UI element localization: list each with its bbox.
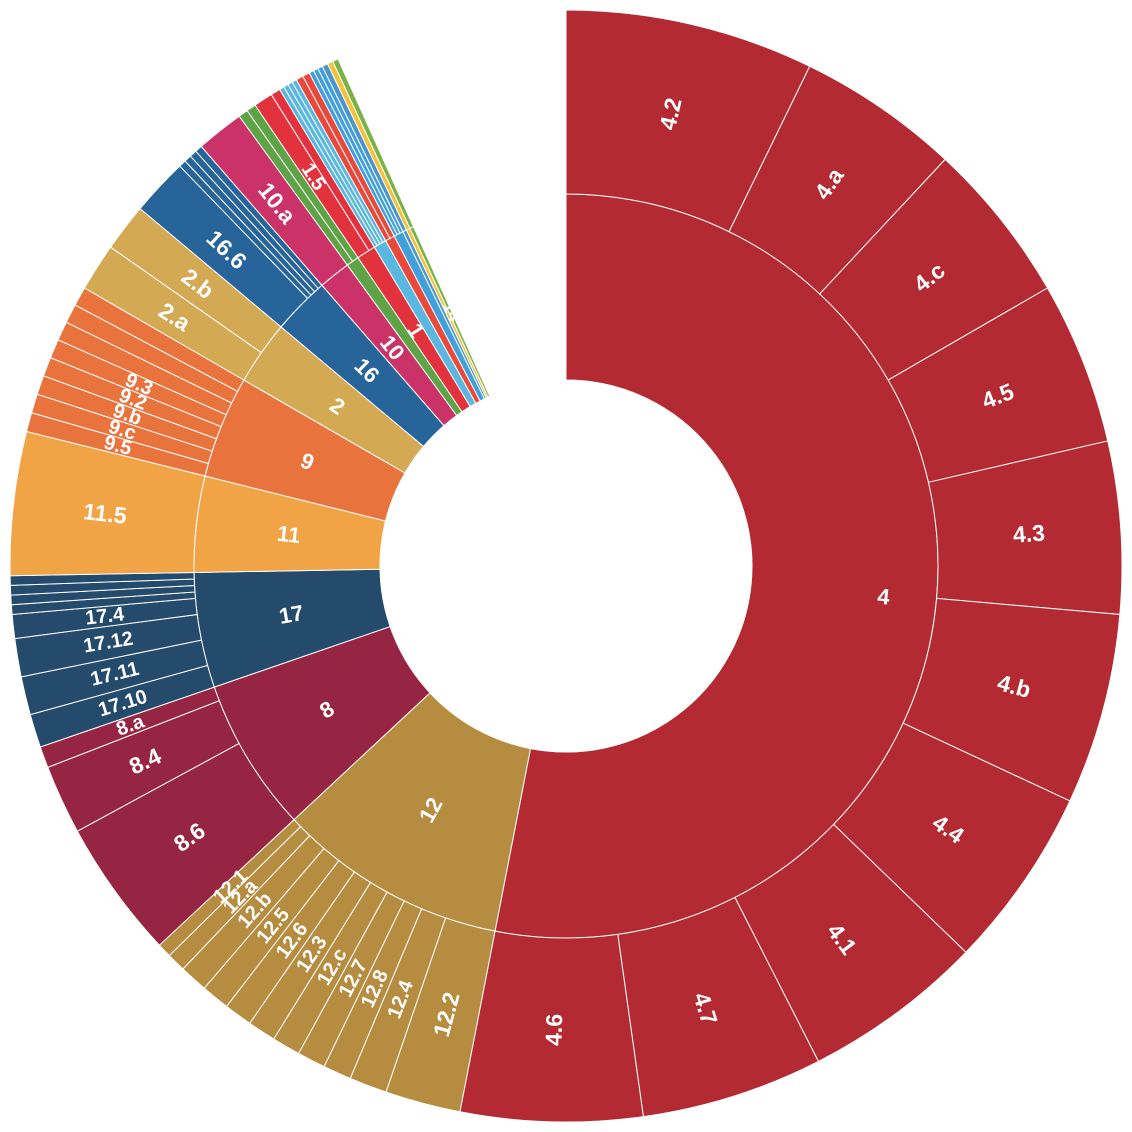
inner-ring (193, 193, 939, 939)
outer-segment-group-16-0[interactable] (332, 58, 415, 229)
outer-ring (9, 9, 1123, 1123)
